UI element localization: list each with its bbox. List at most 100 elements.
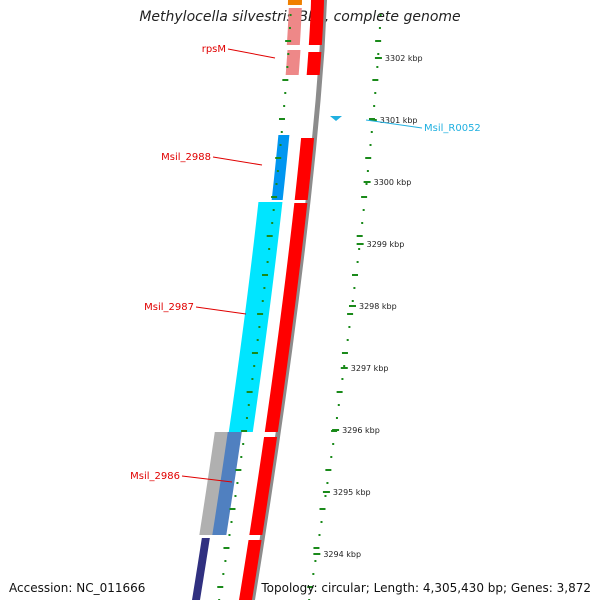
kbp-tick-mark-6 — [332, 429, 340, 431]
outer-dot — [353, 287, 356, 289]
outer-dot — [370, 131, 373, 133]
inner-minor-tick — [235, 469, 242, 471]
outer-dot — [369, 144, 372, 146]
gene-label-3: Msil_2986 — [130, 471, 180, 482]
inner-dot — [228, 534, 231, 536]
outer-dot — [356, 261, 359, 263]
kbp-tick-label-5: 3297 kbp — [351, 364, 389, 373]
outer-minor-tick — [336, 391, 343, 393]
outer-dot — [366, 170, 369, 172]
inner-minor-tick — [223, 547, 230, 549]
outer-minor-tick — [361, 196, 368, 198]
outer-dot — [379, 14, 382, 16]
reverse-gene-cyan — [228, 202, 283, 432]
outer-minor-tick — [325, 469, 332, 471]
forward-gene-2 — [294, 138, 315, 200]
inner-dot — [251, 378, 254, 380]
inner-minor-tick — [282, 79, 289, 81]
inner-dot — [266, 261, 269, 263]
forward-gene-0 — [308, 0, 324, 45]
inner-dot — [287, 53, 290, 55]
inner-dot — [253, 365, 256, 367]
inner-dot — [234, 495, 237, 497]
outer-dot — [358, 248, 361, 250]
gene-leader-3 — [181, 475, 233, 483]
outer-dot — [378, 27, 381, 29]
gene-leader-0 — [227, 48, 276, 59]
inner-minor-tick — [246, 391, 253, 393]
reverse-gene-pink-b — [285, 50, 301, 75]
outer-dot — [320, 521, 323, 523]
reverse-gene-gray — [199, 432, 228, 535]
outer-dot — [373, 105, 376, 107]
outer-minor-tick — [365, 157, 372, 159]
inner-dot — [288, 27, 291, 29]
outer-minor-tick — [347, 313, 354, 315]
gene-labels: rpsM Msil_2988 Msil_2987 Msil_2986 Msil_R005… — [130, 44, 481, 483]
inner-dot — [222, 573, 225, 575]
outer-minor-tick — [341, 352, 348, 354]
inner-dot — [256, 339, 259, 341]
kbp-ticks: 3302 kbp 3301 kbp 3300 kbp 3299 kbp 3298 kbp… — [313, 54, 423, 559]
outer-minor-tick — [375, 40, 382, 42]
inner-dot — [242, 443, 245, 445]
topology-text: Topology: circular; Length: 4,305,430 bp… — [261, 581, 591, 595]
inner-dot — [275, 183, 278, 185]
inner-dot — [286, 66, 289, 68]
inner-dot — [289, 14, 292, 16]
inner-minor-tick — [278, 118, 285, 120]
kbp-tick-label-1: 3301 kbp — [380, 116, 418, 125]
kbp-tick-label-3: 3299 kbp — [367, 240, 405, 249]
gene-leader-2 — [195, 306, 247, 315]
outer-dot — [337, 404, 340, 406]
inner-minor-tick — [257, 313, 264, 315]
inner-minor-tick — [275, 157, 282, 159]
inner-minor-tick — [262, 274, 269, 276]
outer-minor-tick — [372, 79, 379, 81]
outer-dot — [362, 209, 365, 211]
kbp-tick-label-2: 3300 kbp — [374, 178, 412, 187]
kbp-tick-mark-1 — [369, 119, 377, 121]
kbp-tick-label-8: 3294 kbp — [323, 550, 361, 559]
inner-minor-tick — [241, 430, 248, 432]
outer-dot — [312, 573, 315, 575]
inner-dot — [271, 222, 274, 224]
outer-dot — [335, 417, 338, 419]
outer-minor-tick — [313, 547, 320, 549]
inner-minor-tick — [285, 40, 292, 42]
outer-dot — [365, 183, 368, 185]
kbp-tick-mark-5 — [340, 367, 348, 369]
outer-dot — [341, 378, 344, 380]
inner-minor-tick — [217, 586, 224, 588]
inner-dot — [263, 287, 266, 289]
gene-label-1: Msil_2988 — [161, 152, 211, 163]
outer-dot — [326, 482, 329, 484]
reverse-gene-navy — [192, 538, 210, 600]
outer-dot — [330, 456, 333, 458]
outer-minor-tick — [319, 508, 326, 510]
inner-dot — [279, 144, 282, 146]
inner-dot — [283, 105, 286, 107]
outer-dot — [318, 534, 321, 536]
inner-dot — [272, 209, 275, 211]
inner-minor-tick — [271, 196, 278, 198]
reverse-gene-top — [287, 0, 302, 5]
kbp-tick-mark-7 — [322, 491, 330, 493]
gene-label-4: Msil_R0052 — [424, 123, 481, 134]
dotted-guides — [217, 14, 382, 600]
inner-dot — [268, 248, 271, 250]
inner-dot — [280, 131, 283, 133]
kbp-tick-mark-4 — [348, 305, 356, 307]
outer-dot — [314, 560, 317, 562]
outer-dot — [361, 222, 364, 224]
trna-marker — [330, 116, 342, 121]
kbp-tick-mark-0 — [374, 57, 382, 59]
outer-dot — [376, 66, 379, 68]
kbp-tick-mark-8 — [313, 553, 321, 555]
reverse-gene-pink-a — [286, 8, 302, 45]
gene-label-2: Msil_2987 — [144, 302, 194, 313]
feature-tracks — [192, 0, 342, 600]
inner-dot — [240, 456, 243, 458]
outer-dot — [324, 495, 327, 497]
